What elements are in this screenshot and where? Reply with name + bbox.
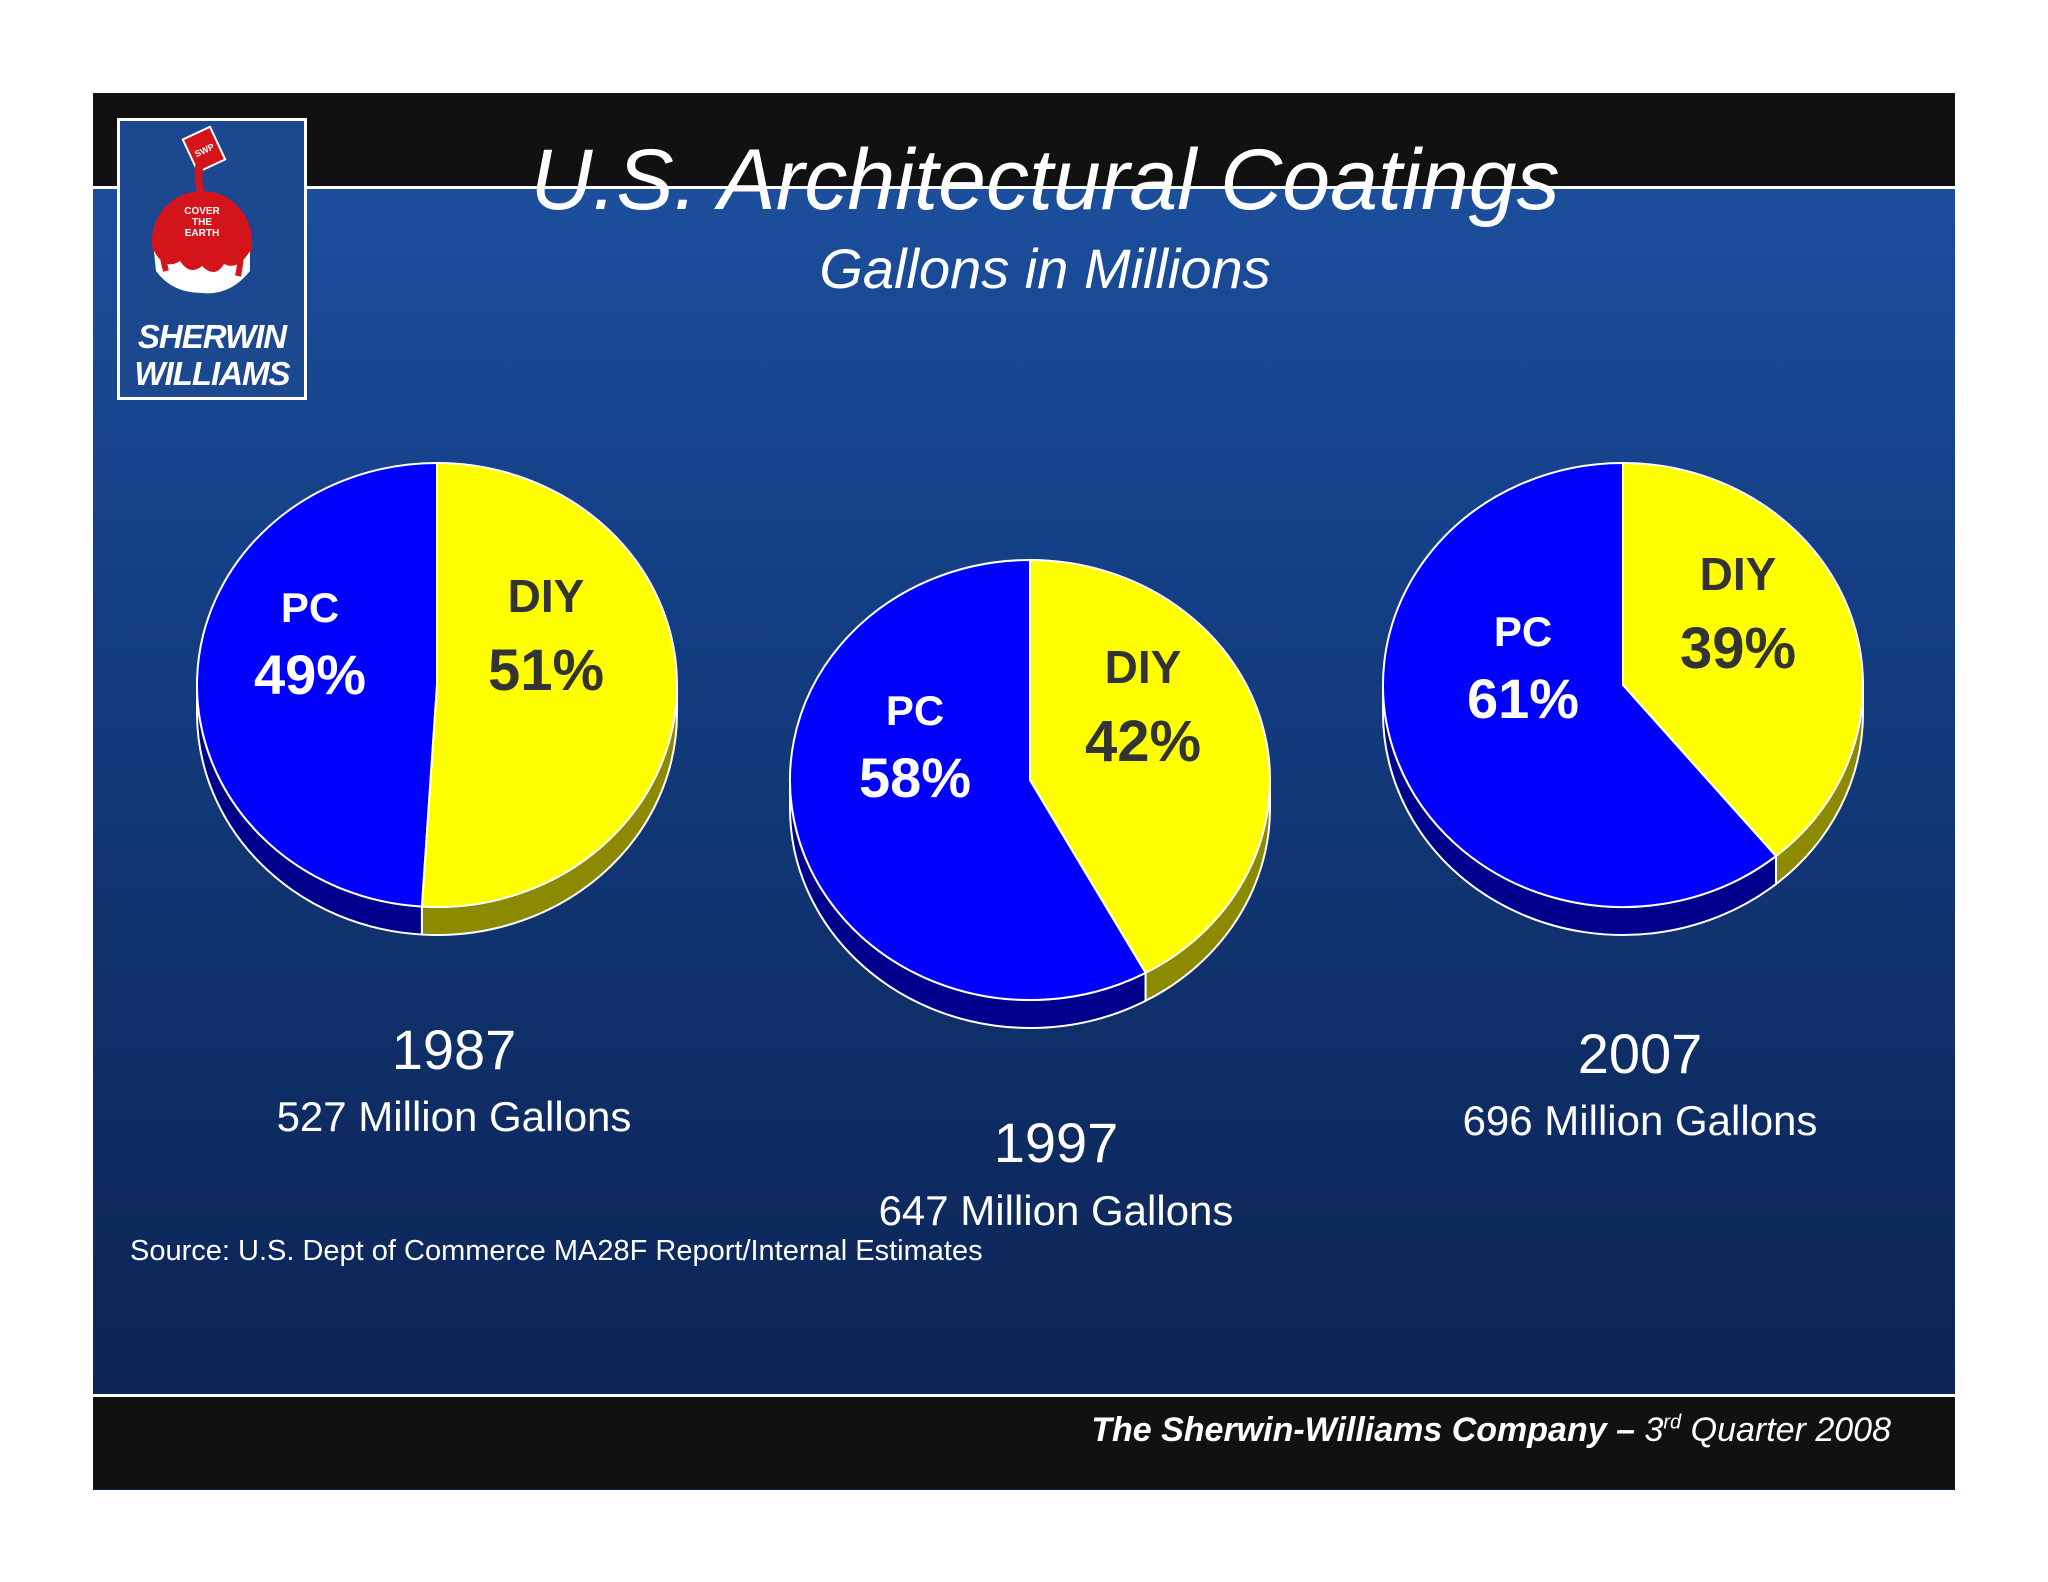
- footer-period: Quarter 2008: [1690, 1411, 1891, 1449]
- total-label-1997: 647 Million Gallons: [878, 1187, 1234, 1234]
- pie-slice-diy-1987: [420, 461, 678, 908]
- total-label-2007: 696 Million Gallons: [1462, 1097, 1818, 1144]
- logo-line-1: SHERWIN: [137, 318, 287, 355]
- page-subtitle: Gallons in Millions: [819, 237, 1271, 300]
- pie-slice-diy-2007: [1622, 461, 1864, 858]
- cover-the-earth-icon: SWP COVER THE EARTH: [152, 125, 252, 294]
- pie-slice-pc-2007: [1382, 461, 1778, 908]
- pie-label-pc-name-1987: PC: [281, 584, 339, 631]
- footer-bar: [93, 1394, 1955, 1489]
- year-label-1997: 1997: [993, 1111, 1119, 1174]
- pie-label-diy-value-1987: 51%: [488, 638, 604, 703]
- pie-label-diy-value-1997: 42%: [1085, 709, 1201, 774]
- pie-label-pc-value-1997: 58%: [859, 746, 971, 809]
- pie-label-pc-name-2007: PC: [1494, 608, 1552, 655]
- logo-tagline-3: EARTH: [185, 228, 219, 239]
- pie-label-pc-value-1987: 49%: [254, 643, 366, 706]
- logo-line-2: WILLIAMS: [134, 355, 290, 392]
- logo-tagline-1: COVER: [184, 206, 220, 217]
- footer-ordinal: 3: [1644, 1411, 1664, 1449]
- pie-slice-diy-1997: [1029, 558, 1271, 975]
- total-label-1987: 527 Million Gallons: [276, 1093, 632, 1140]
- logo-tagline-2: THE: [192, 217, 212, 228]
- page-title: U.S. Architectural Coatings: [530, 132, 1560, 228]
- footer-ordinal-suffix: rd: [1663, 1411, 1682, 1434]
- pie-label-diy-name-1997: DIY: [1105, 641, 1182, 693]
- footer-company: The Sherwin-Williams Company –: [1091, 1411, 1636, 1449]
- pie-label-pc-name-1997: PC: [886, 687, 944, 734]
- sherwin-williams-logo: SWP COVER THE EARTH SHERWIN WILLIAMS: [117, 118, 307, 400]
- source-note: Source: U.S. Dept of Commerce MA28F Repo…: [130, 1235, 983, 1267]
- pie-slice-pc-1997: [789, 558, 1148, 1001]
- pie-label-diy-value-2007: 39%: [1680, 616, 1796, 681]
- pie-slice-pc-1987: [196, 461, 438, 908]
- pie-label-diy-name-2007: DIY: [1700, 548, 1777, 600]
- year-label-1987: 1987: [391, 1018, 517, 1081]
- footer-text: The Sherwin-Williams Company – 3rd Quart…: [1091, 1411, 1891, 1450]
- pie-label-diy-name-1987: DIY: [508, 570, 585, 622]
- year-label-2007: 2007: [1577, 1022, 1703, 1085]
- pie-label-pc-value-2007: 61%: [1467, 667, 1579, 730]
